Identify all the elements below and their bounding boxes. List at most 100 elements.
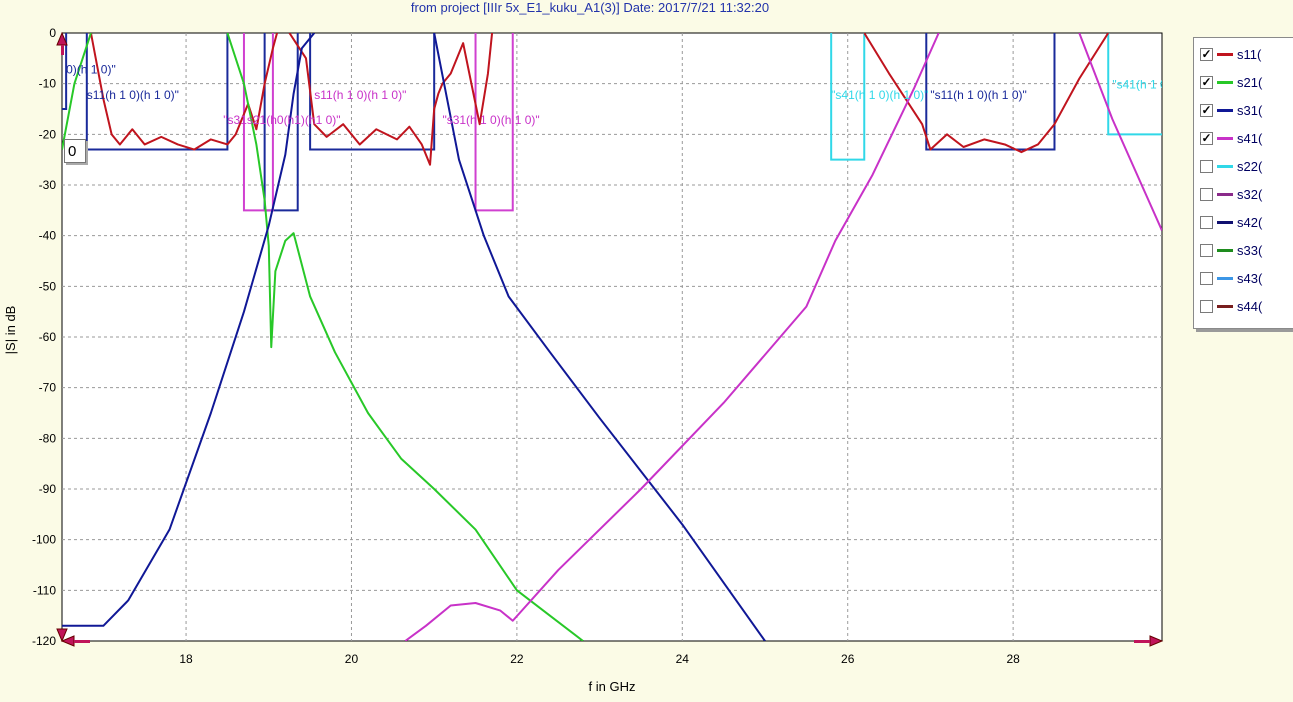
legend-label: s31(	[1237, 102, 1263, 118]
annotations: 0)(h 1 0)" s11(h 1 0)(h 1 0)" "s31s21(h0(h…	[66, 63, 1181, 128]
legend-swatch	[1217, 136, 1233, 140]
x-axis-label: f in GHz	[589, 679, 636, 694]
mask-line	[85, 33, 229, 151]
legend-item-s41[interactable]: ✓ s41(	[1200, 128, 1293, 148]
legend-item-s21[interactable]: ✓ s21(	[1200, 72, 1293, 92]
mask-annotation: "s31(h 1 0)(h 1 0)"	[442, 113, 539, 127]
legend-label: s42(	[1237, 214, 1263, 230]
series-lines	[62, 33, 1162, 641]
legend: ✓ s11( ✓ s21( ✓ s31( ✓ s41( s22( s32( s42( s33( s43(…	[1193, 37, 1293, 329]
y-tick-label: -110	[33, 583, 56, 597]
x-axis-left-handle-stem	[74, 640, 90, 643]
y-tick-label: -80	[39, 431, 57, 445]
mask-annotation: "s31s21(h0(h1)(h1 0)"	[223, 113, 340, 127]
legend-label: s21(	[1237, 74, 1263, 90]
marker-readout[interactable]: 0	[64, 139, 86, 163]
mask-line	[925, 33, 1056, 151]
plot-area	[61, 32, 1163, 642]
legend-label: s43(	[1237, 270, 1263, 286]
legend-swatch	[1217, 304, 1233, 308]
legend-checkbox[interactable]: ✓	[1200, 130, 1213, 145]
legend-item-s33[interactable]: s33(	[1200, 240, 1293, 260]
mask-line	[830, 33, 866, 161]
y-tick-label: 0	[49, 26, 56, 40]
mask-annotation: s11(h 1 0)(h 1 0)"	[87, 88, 179, 102]
legend-item-s31[interactable]: ✓ s31(	[1200, 100, 1293, 120]
mask-line	[242, 33, 274, 212]
mask-annotation: "s41(h 1 0)(h	[1112, 78, 1181, 92]
legend-item-s11[interactable]: ✓ s11(	[1200, 44, 1293, 64]
legend-label: s44(	[1237, 298, 1263, 314]
y-tick-label: -70	[39, 381, 57, 395]
legend-checkbox[interactable]	[1200, 243, 1213, 257]
series-line-s31	[433, 33, 766, 641]
legend-label: s22(	[1237, 158, 1263, 174]
y-axis-top-handle-stem	[61, 45, 64, 55]
legend-swatch	[1217, 108, 1233, 112]
legend-item-s22[interactable]: s22(	[1200, 156, 1293, 176]
legend-checkbox[interactable]: ✓	[1200, 46, 1213, 61]
legend-swatch	[1217, 80, 1233, 84]
legend-swatch	[1217, 52, 1233, 56]
legend-checkbox[interactable]: ✓	[1200, 102, 1213, 117]
y-tick-label: -90	[39, 482, 57, 496]
mask-annotation: 0)(h 1 0)"	[66, 63, 116, 77]
legend-swatch	[1217, 276, 1233, 280]
legend-label: s32(	[1237, 186, 1263, 202]
mask-line	[263, 33, 299, 212]
x-tick-label: 28	[1006, 652, 1020, 666]
y-axis-label: |S| in dB	[3, 306, 18, 355]
series-line-s21	[226, 33, 584, 641]
legend-swatch	[1217, 164, 1233, 168]
mask-line	[1107, 33, 1162, 136]
legend-item-s43[interactable]: s43(	[1200, 268, 1293, 288]
series-line-s11	[863, 33, 1110, 154]
grid-lines	[62, 33, 1162, 641]
mask-lines	[62, 33, 1162, 212]
chart-subtitle: from project [IIIr 5x_E1_kuku_A1(3)] Dat…	[411, 0, 769, 15]
y-tick-label: -60	[39, 330, 57, 344]
legend-checkbox[interactable]	[1200, 187, 1213, 201]
x-tick-label: 22	[510, 652, 524, 666]
y-tick-label: -40	[39, 229, 57, 243]
y-tick-label: -30	[39, 178, 57, 192]
series-line-s31	[62, 33, 316, 627]
legend-swatch	[1217, 192, 1233, 196]
legend-checkbox[interactable]	[1200, 159, 1213, 173]
legend-item-s44[interactable]: s44(	[1200, 296, 1293, 316]
y-tick-label: -10	[39, 77, 57, 91]
legend-label: s11(	[1237, 46, 1262, 62]
x-tick-label: 24	[676, 652, 690, 666]
legend-label: s33(	[1237, 242, 1263, 258]
y-tick-label: -100	[32, 533, 56, 547]
mask-annotation: "s41(h 1 0)(h 1 0)"	[831, 88, 928, 102]
x-axis-right-handle-stem	[1134, 640, 1150, 643]
y-tick-label: -20	[39, 127, 57, 141]
mask-line	[62, 33, 68, 110]
legend-label: s41(	[1237, 130, 1263, 146]
x-tick-label: 18	[179, 652, 193, 666]
legend-checkbox[interactable]: ✓	[1200, 74, 1213, 89]
x-tick-label: 20	[345, 652, 359, 666]
legend-checkbox[interactable]	[1200, 299, 1213, 313]
series-line-s41	[1078, 33, 1162, 232]
x-tick-labels: 18 20 22 24 26 28	[179, 652, 1020, 666]
marker-label: 0	[68, 143, 77, 160]
mask-annotation: s11(h 1 0)(h 1 0)"	[314, 88, 406, 102]
y-tick-labels: 0 -10 -20 -30 -40 -50 -60 -70 -80 -90 -100 -110 -120	[32, 26, 56, 648]
mask-line	[474, 33, 514, 212]
y-tick-label: -50	[39, 279, 57, 293]
y-tick-label: -120	[32, 634, 56, 648]
legend-swatch	[1217, 220, 1233, 224]
legend-item-s42[interactable]: s42(	[1200, 212, 1293, 232]
mask-annotation: "s11(h 1 0)(h 1 0)"	[930, 88, 1026, 102]
y-axis-bottom-handle[interactable]	[56, 628, 68, 643]
series-line-s21	[62, 33, 92, 150]
legend-checkbox[interactable]	[1200, 215, 1213, 229]
series-line-s11	[89, 33, 279, 151]
x-tick-label: 26	[841, 652, 855, 666]
legend-checkbox[interactable]	[1200, 271, 1213, 285]
legend-item-s32[interactable]: s32(	[1200, 184, 1293, 204]
